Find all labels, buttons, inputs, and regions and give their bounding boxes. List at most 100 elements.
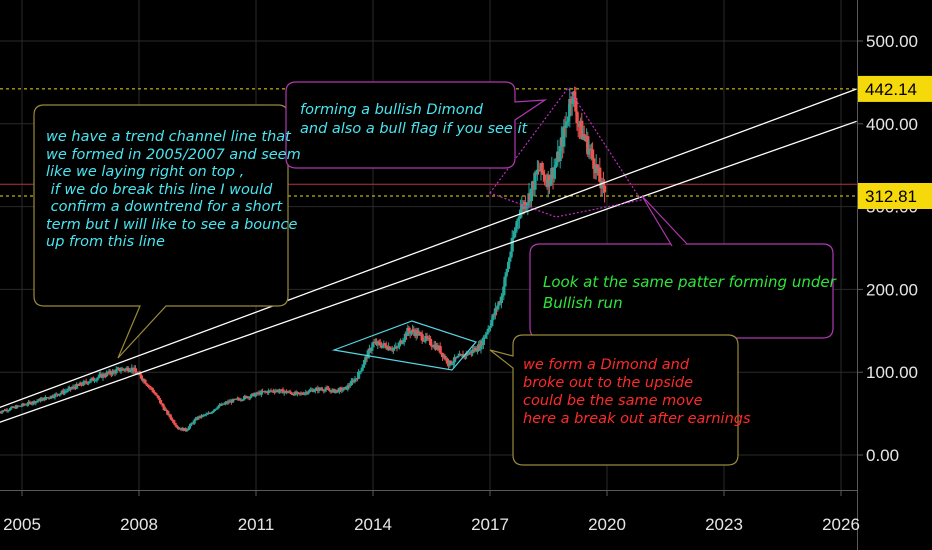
- candle-body: [5, 409, 9, 411]
- candle-body: [505, 268, 509, 273]
- diamond-2014: [331, 320, 478, 371]
- candle-body: [553, 164, 557, 168]
- annotation-bullish-diamond: forming a bullish Dimond and also a bull…: [300, 102, 528, 137]
- candle-body: [156, 395, 160, 398]
- candle-body: [598, 167, 602, 182]
- candle-body: [184, 428, 188, 431]
- candle-body: [196, 416, 200, 420]
- annotation-breakout: we form a Dimond and broke out to the up…: [523, 357, 751, 427]
- candle-body: [129, 370, 133, 372]
- candle-body: [591, 149, 595, 159]
- candle-body: [59, 393, 63, 395]
- candle-body: [570, 102, 574, 104]
- price-tag-label: 442.14: [865, 80, 917, 99]
- candle-body: [215, 408, 219, 410]
- candle-body: [348, 385, 352, 387]
- candle-body: [70, 388, 74, 390]
- callout-bullish-diamond: [285, 81, 548, 169]
- candle-body: [209, 413, 213, 415]
- candle-body: [489, 325, 493, 328]
- candle-body: [438, 346, 442, 353]
- price-tag-box: [858, 75, 932, 102]
- candle-body: [161, 403, 165, 407]
- candle-body: [349, 380, 353, 386]
- candle-body: [425, 335, 429, 339]
- candle-body: [214, 408, 218, 410]
- candle-body: [51, 395, 55, 398]
- candle-body: [483, 337, 487, 339]
- candle-body: [187, 426, 191, 429]
- candle-body: [241, 399, 245, 401]
- candle-body: [533, 172, 537, 190]
- candle-body: [79, 382, 83, 385]
- candle-body: [0, 411, 4, 413]
- candle-body: [127, 371, 131, 373]
- candle-body: [496, 305, 500, 310]
- candle-body: [587, 148, 591, 155]
- candle-body: [485, 332, 489, 335]
- candle-body: [111, 370, 115, 375]
- candle-body: [29, 402, 33, 405]
- candle-body: [558, 146, 562, 162]
- candle-body: [238, 399, 242, 401]
- candle-body: [25, 404, 29, 406]
- candle-body: [507, 261, 511, 269]
- candle-body: [391, 348, 395, 350]
- candle-body: [510, 237, 514, 252]
- candle-body: [342, 387, 346, 390]
- candle-body: [544, 179, 548, 181]
- candle-body: [514, 228, 518, 232]
- price-tag-box: [858, 182, 932, 209]
- candle-body: [34, 401, 38, 404]
- candle-body: [401, 342, 405, 344]
- candle-body: [118, 367, 122, 372]
- candle-body: [592, 158, 596, 169]
- price-tick-label: 400.00: [866, 115, 918, 134]
- candle-body: [456, 356, 460, 358]
- candle-body: [286, 392, 290, 394]
- candle-body: [186, 428, 190, 430]
- candle-body: [541, 172, 545, 175]
- candle-body: [360, 367, 364, 371]
- candle-body: [143, 379, 147, 384]
- candle-body: [216, 406, 220, 409]
- candle-body: [313, 388, 317, 391]
- candle-body: [243, 396, 247, 400]
- candle-body: [503, 276, 507, 287]
- candle-body: [430, 345, 434, 347]
- candle-body: [568, 98, 572, 117]
- candle-body: [285, 390, 289, 393]
- candle-body: [508, 257, 512, 262]
- candle-body: [340, 388, 344, 391]
- candle-body: [192, 420, 196, 424]
- candle-body: [384, 345, 388, 349]
- candle-body: [89, 379, 93, 382]
- candle-body: [429, 338, 433, 346]
- candle-body: [511, 237, 515, 239]
- candle-body: [540, 163, 544, 173]
- candle-body: [492, 314, 496, 316]
- candle-body: [409, 331, 413, 334]
- candle-body: [139, 375, 143, 379]
- candle-body: [493, 308, 497, 315]
- candle-body: [141, 378, 145, 381]
- candle-body: [479, 341, 483, 350]
- candle-body: [552, 167, 556, 179]
- candle-body: [443, 355, 447, 360]
- candle-body: [173, 423, 177, 425]
- candle-body: [323, 389, 327, 392]
- candle-body: [565, 121, 569, 123]
- candle-body: [259, 391, 263, 395]
- candle-body: [82, 381, 86, 385]
- candle-body: [390, 349, 394, 351]
- candle-body: [94, 380, 98, 382]
- callout-same-pattern-pointer: [641, 195, 688, 247]
- candle-body: [453, 357, 457, 363]
- candle-body: [526, 202, 530, 206]
- candle-body: [201, 415, 205, 417]
- candle-body: [174, 424, 178, 427]
- candle-body: [77, 384, 81, 386]
- candle-body: [573, 91, 577, 98]
- candle-body: [513, 231, 517, 238]
